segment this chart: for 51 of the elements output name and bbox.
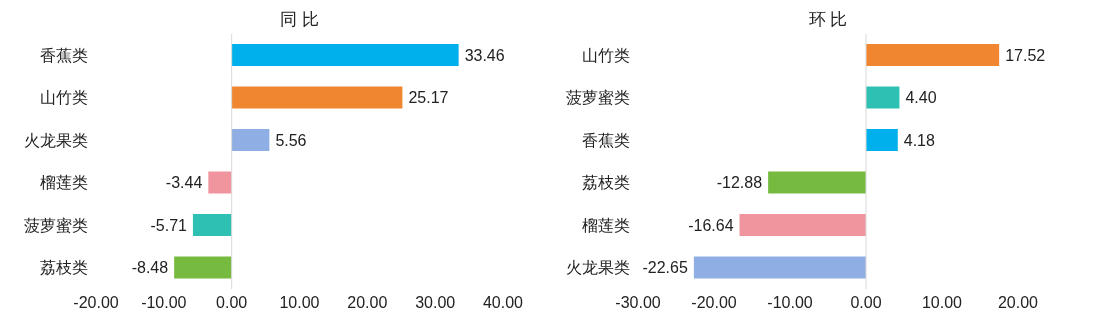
y-tick-label: 荔枝类 [582,174,630,192]
data-label: 5.56 [275,131,307,149]
x-tick-label: 20.00 [347,294,388,312]
bar [231,129,270,151]
bar [866,129,898,151]
y-tick-label: 香蕉类 [40,46,88,64]
data-label: -16.64 [688,216,734,234]
bar [174,256,232,279]
y-tick-label: 榴莲类 [582,216,630,234]
data-label: -5.71 [150,216,188,234]
bar [739,214,866,236]
y-tick-label: 榴莲类 [40,174,88,192]
data-label: 4.40 [905,89,937,107]
data-label: 33.46 [464,46,505,64]
x-tick-label: 0.00 [216,294,248,312]
x-tick-label: -20.00 [691,294,737,312]
bar [231,44,459,66]
y-tick-label: 荔枝类 [40,259,88,277]
data-label: 17.52 [1005,46,1046,64]
data-label: 4.18 [903,131,936,149]
chart-title: 同 比 [279,9,320,31]
y-tick-label: 菠萝蜜类 [24,216,88,234]
x-tick-label: -30.00 [615,294,661,312]
data-label: 25.17 [408,89,449,107]
x-tick-label: 0.00 [850,294,882,312]
y-tick-label: 火龙果类 [566,259,630,277]
bar [866,86,900,109]
data-label: -22.65 [642,259,688,277]
y-tick-label: 火龙果类 [24,131,88,149]
bar [693,256,866,279]
x-tick-label: 20.00 [997,294,1039,312]
y-tick-label: 山竹类 [582,46,630,64]
y-tick-label: 山竹类 [40,89,88,107]
x-tick-label: -10.00 [767,294,813,312]
bar [866,44,1000,66]
bar [768,171,866,194]
y-tick-label: 菠萝蜜类 [566,89,630,107]
chart-title: 环 比 [807,9,849,31]
bar [208,171,232,194]
x-tick-label: 10.00 [279,294,320,312]
data-label: -8.48 [131,259,169,277]
x-tick-label: 30.00 [415,294,456,312]
data-label: -3.44 [165,174,203,192]
x-tick-label: -20.00 [73,294,119,312]
bar [231,86,403,109]
bar [192,214,232,236]
x-tick-label: -10.00 [141,294,187,312]
data-label: -12.88 [716,174,763,192]
x-tick-label: 10.00 [921,294,963,312]
x-tick-label: 40.00 [482,294,524,312]
y-tick-label: 香蕉类 [582,131,630,149]
